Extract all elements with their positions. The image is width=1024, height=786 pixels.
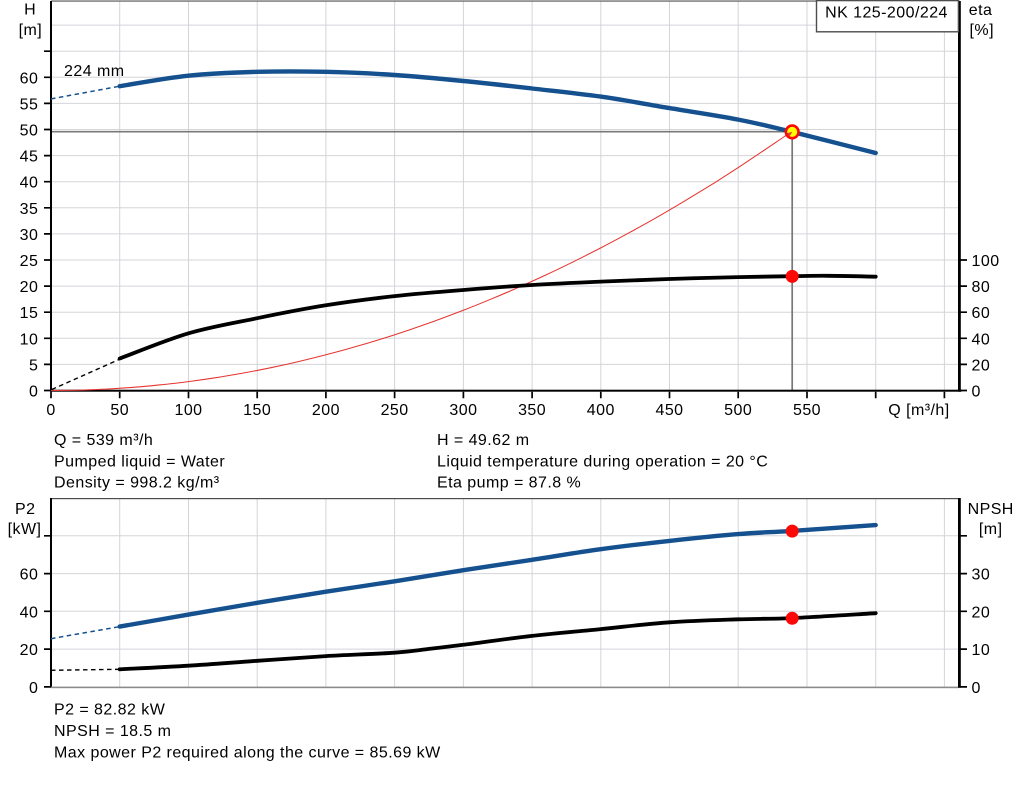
svg-text:50: 50 xyxy=(110,402,129,419)
svg-text:45: 45 xyxy=(20,149,39,166)
svg-text:50: 50 xyxy=(20,123,39,140)
svg-text:0: 0 xyxy=(29,680,38,697)
svg-text:35: 35 xyxy=(20,201,39,218)
svg-text:55: 55 xyxy=(20,96,39,113)
svg-text:[%]: [%] xyxy=(970,22,994,39)
svg-text:NPSH: NPSH xyxy=(968,501,1014,518)
svg-text:[m]: [m] xyxy=(979,521,1003,538)
svg-text:400: 400 xyxy=(587,402,615,419)
svg-text:100: 100 xyxy=(972,253,1000,270)
svg-text:350: 350 xyxy=(518,402,546,419)
svg-text:30: 30 xyxy=(20,227,39,244)
svg-text:0: 0 xyxy=(29,384,38,401)
svg-text:25: 25 xyxy=(20,253,39,270)
svg-text:450: 450 xyxy=(655,402,683,419)
svg-text:Pumped liquid = Water: Pumped liquid = Water xyxy=(54,453,225,470)
svg-text:40: 40 xyxy=(972,331,991,348)
svg-text:20: 20 xyxy=(972,357,991,374)
svg-text:5: 5 xyxy=(29,357,38,374)
svg-text:80: 80 xyxy=(972,279,991,296)
svg-text:10: 10 xyxy=(20,331,39,348)
svg-text:Liquid temperature during oper: Liquid temperature during operation = 20… xyxy=(437,453,768,470)
svg-text:30: 30 xyxy=(972,567,991,584)
svg-text:100: 100 xyxy=(174,402,202,419)
svg-text:[kW]: [kW] xyxy=(8,521,42,538)
svg-text:H: H xyxy=(24,2,36,19)
svg-text:150: 150 xyxy=(243,402,271,419)
svg-text:0: 0 xyxy=(972,680,981,697)
svg-text:eta: eta xyxy=(969,2,993,19)
svg-text:40: 40 xyxy=(20,604,39,621)
svg-text:H = 49.62 m: H = 49.62 m xyxy=(437,432,530,449)
svg-text:Q = 539 m³/h: Q = 539 m³/h xyxy=(54,432,153,449)
svg-text:15: 15 xyxy=(20,305,39,322)
svg-text:500: 500 xyxy=(724,402,752,419)
svg-text:40: 40 xyxy=(20,175,39,192)
svg-text:0: 0 xyxy=(972,384,981,401)
svg-text:60: 60 xyxy=(20,70,39,87)
svg-text:Eta pump = 87.8 %: Eta pump = 87.8 % xyxy=(437,475,581,492)
svg-text:224 mm: 224 mm xyxy=(64,63,125,80)
svg-text:550: 550 xyxy=(793,402,821,419)
svg-text:Density = 998.2 kg/m³: Density = 998.2 kg/m³ xyxy=(54,475,220,492)
svg-text:NPSH = 18.5 m: NPSH = 18.5 m xyxy=(54,723,171,740)
svg-text:P2: P2 xyxy=(15,501,35,518)
svg-text:200: 200 xyxy=(312,402,340,419)
svg-text:P2 = 82.82 kW: P2 = 82.82 kW xyxy=(54,702,166,719)
svg-text:Max power P2 required along th: Max power P2 required along the curve = … xyxy=(54,744,441,761)
svg-text:10: 10 xyxy=(972,642,991,659)
svg-text:NK 125-200/224: NK 125-200/224 xyxy=(825,4,948,21)
svg-text:20: 20 xyxy=(20,642,39,659)
svg-text:20: 20 xyxy=(20,279,39,296)
svg-text:20: 20 xyxy=(972,604,991,621)
svg-text:[m]: [m] xyxy=(19,22,43,39)
svg-text:250: 250 xyxy=(381,402,409,419)
svg-text:60: 60 xyxy=(972,305,991,322)
svg-text:60: 60 xyxy=(20,567,39,584)
svg-text:300: 300 xyxy=(449,402,477,419)
svg-text:0: 0 xyxy=(46,402,55,419)
svg-text:Q [m³/h]: Q [m³/h] xyxy=(888,402,949,419)
